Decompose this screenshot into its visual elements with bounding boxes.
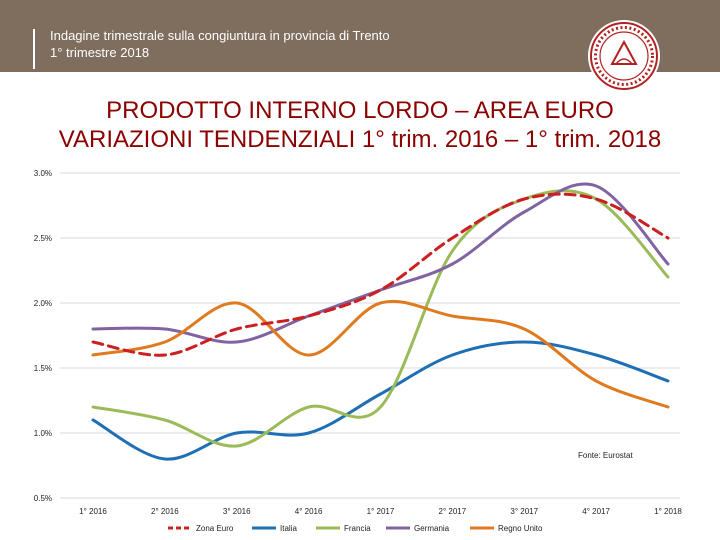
x-tick-label: 1° 2016 [79, 507, 107, 516]
legend-label-italia: Italia [280, 524, 297, 533]
x-tick-label: 4° 2017 [582, 507, 610, 516]
title-line-1: PRODOTTO INTERNO LORDO – AREA EURO [106, 97, 614, 124]
header-divider [33, 29, 35, 69]
legend-label-germania: Germania [414, 524, 450, 533]
line-chart: 3.0% 2.5% 2.0% 1.5% 1.0% 0.5% 1° 2016 2° 2016 3°… [34, 169, 683, 533]
series-line-germania [91, 182, 670, 344]
header-text: Indagine trimestrale sulla congiuntura i… [50, 27, 390, 61]
y-tick-label: 2.5% [34, 234, 52, 243]
x-tick-label: 1° 2017 [367, 507, 395, 516]
source-note: Fonte: Eurostat [578, 451, 633, 460]
page-title: PRODOTTO INTERNO LORDO – AREA EURO VARIA… [0, 96, 720, 154]
legend-label-regno-unito: Regno Unito [498, 524, 543, 533]
legend-label-zona-euro: Zona Euro [196, 524, 234, 533]
series-line-regno-unito [91, 300, 670, 409]
y-tick-label: 1.0% [34, 429, 52, 438]
series-line-francia [91, 189, 670, 448]
header-line-2: 1° trimestre 2018 [50, 45, 150, 60]
y-tick-label: 2.0% [34, 299, 52, 308]
x-tick-label: 4° 2016 [295, 507, 323, 516]
series-line-zona-euro [91, 192, 670, 357]
series-line-italia [91, 340, 670, 461]
x-tick-label: 1° 2018 [654, 507, 682, 516]
x-tick-label: 3° 2017 [510, 507, 538, 516]
header-line-1: Indagine trimestrale sulla congiuntura i… [50, 28, 390, 43]
x-tick-label: 2° 2016 [151, 507, 179, 516]
legend-label-francia: Francia [344, 524, 371, 533]
x-tick-label: 2° 2017 [439, 507, 467, 516]
x-tick-label: 3° 2016 [223, 507, 251, 516]
y-tick-label: 0.5% [34, 494, 52, 503]
y-tick-label: 3.0% [34, 169, 52, 178]
seal-logo-icon [588, 20, 660, 92]
title-line-2: VARIAZIONI TENDENZIALI 1° trim. 2016 – 1… [58, 126, 662, 153]
y-tick-label: 1.5% [34, 364, 52, 373]
